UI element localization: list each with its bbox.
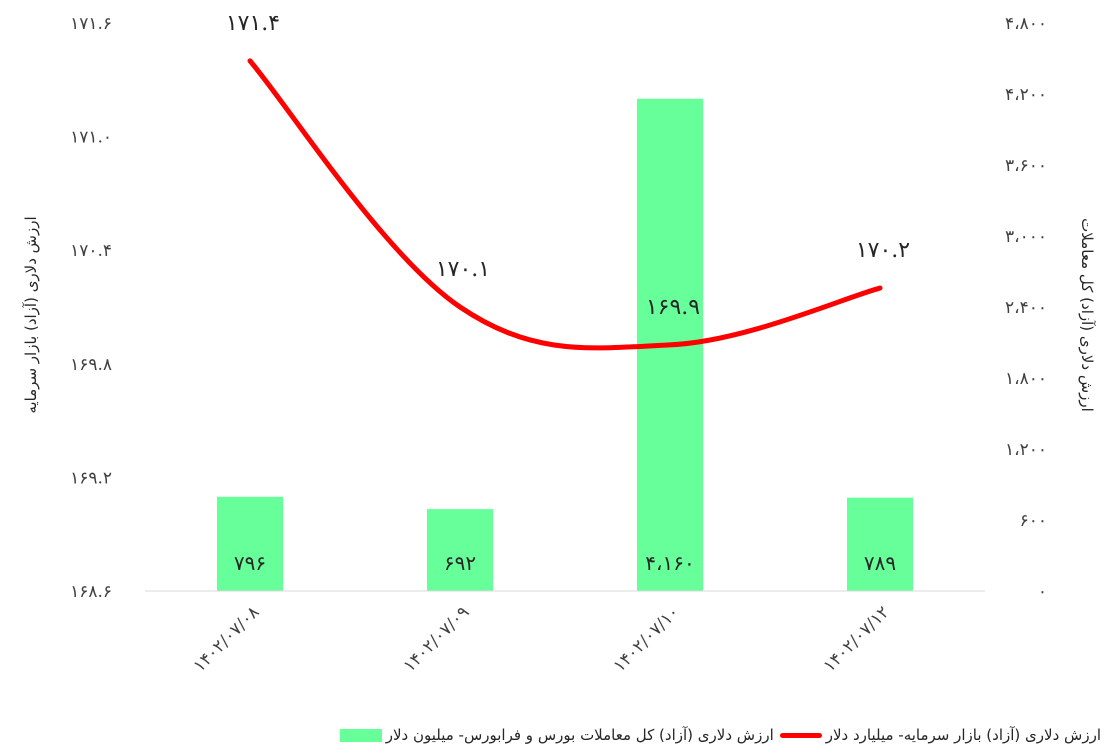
legend-item-bar: ارزش دلاری (آزاد) کل معاملات بورس و فراب… — [339, 726, 774, 744]
legend-line-swatch — [779, 732, 822, 738]
right-axis-tick-label: ۳،۶۰۰ — [1005, 156, 1047, 176]
right-axis-title: ارزش دلاری (آزاد) کل معاملات — [1078, 218, 1096, 412]
right-axis-ticks: ۰ ۶۰۰ ۱،۲۰۰ ۱،۸۰۰ ۲،۴۰۰ ۳،۰۰۰ ۳،۶۰۰ ۴،۲۰۰ ۴،۸۰۰ — [1005, 14, 1047, 602]
right-axis-tick-label: ۶۰۰ — [1020, 511, 1047, 531]
left-axis-tick-label: ۱۷۱.۶ — [70, 14, 112, 34]
legend-bar-label: ارزش دلاری (آزاد) کل معاملات بورس و فراب… — [385, 726, 774, 744]
right-axis-tick-label: ۱،۲۰۰ — [1005, 440, 1047, 460]
legend: ارزش دلاری (آزاد) بازار سرمایه- میلیارد … — [339, 726, 1101, 744]
bar — [217, 496, 283, 591]
right-axis-tick-label: ۲،۴۰۰ — [1005, 298, 1047, 318]
right-axis-tick-label: ۳،۰۰۰ — [1005, 227, 1047, 247]
left-axis-tick-label: ۱۶۹.۸ — [70, 355, 112, 375]
bar-data-label: ۷۹۶ — [234, 551, 266, 575]
left-axis-tick-label: ۱۷۰.۴ — [70, 241, 112, 261]
left-axis-tick-label: ۱۷۱.۰ — [70, 128, 112, 148]
legend-item-line: ارزش دلاری (آزاد) بازار سرمایه- میلیارد … — [779, 726, 1101, 744]
x-axis-tick-label: ۱۴۰۲/۰۷/۰۹ — [400, 602, 474, 676]
line-data-label: ۱۶۹.۹ — [646, 295, 700, 320]
x-axis-tick-label: ۱۴۰۲/۰۷/۰۸ — [190, 602, 264, 676]
legend-bar-swatch — [339, 728, 382, 742]
right-axis-tick-label: ۴،۲۰۰ — [1005, 85, 1047, 105]
left-axis-tick-label: ۱۶۸.۶ — [70, 582, 112, 602]
legend-line-label: ارزش دلاری (آزاد) بازار سرمایه- میلیارد … — [825, 726, 1101, 744]
bar — [847, 497, 913, 591]
left-axis-ticks: ۱۶۸.۶ ۱۶۹.۲ ۱۶۹.۸ ۱۷۰.۴ ۱۷۱.۰ ۱۷۱.۶ — [70, 14, 112, 602]
line-data-labels: ۱۷۱.۴ ۱۷۰.۱ ۱۶۹.۹ ۱۷۰.۲ — [226, 11, 910, 320]
line-data-label: ۱۷۰.۲ — [856, 238, 910, 263]
left-axis-tick-label: ۱۶۹.۲ — [70, 468, 112, 488]
right-axis-tick-label: ۴،۸۰۰ — [1005, 14, 1047, 34]
left-axis-title: ارزش دلاری (آزاد) بازار سرمایه — [22, 216, 40, 413]
bar-data-labels: ۷۹۶ ۶۹۲ ۴،۱۶۰ ۷۸۹ — [234, 551, 896, 575]
x-axis-tick-label: ۱۴۰۲/۰۷/۱۰ — [610, 602, 684, 676]
bar-data-label: ۴،۱۶۰ — [645, 551, 694, 575]
line-data-label: ۱۷۱.۴ — [226, 11, 280, 36]
bar — [427, 509, 493, 591]
x-axis-ticks: ۱۴۰۲/۰۷/۰۸ ۱۴۰۲/۰۷/۰۹ ۱۴۰۲/۰۷/۱۰ ۱۴۰۲/۰۷/۱۲ — [190, 602, 894, 676]
bar-data-label: ۷۸۹ — [864, 551, 896, 575]
bar-data-label: ۶۹۲ — [444, 551, 476, 575]
x-axis-tick-label: ۱۴۰۲/۰۷/۱۲ — [820, 602, 894, 676]
line-series — [247, 58, 883, 351]
line-data-label: ۱۷۰.۱ — [436, 257, 490, 282]
right-axis-tick-label: ۱،۸۰۰ — [1005, 369, 1047, 389]
right-axis-tick-label: ۰ — [1038, 582, 1047, 602]
